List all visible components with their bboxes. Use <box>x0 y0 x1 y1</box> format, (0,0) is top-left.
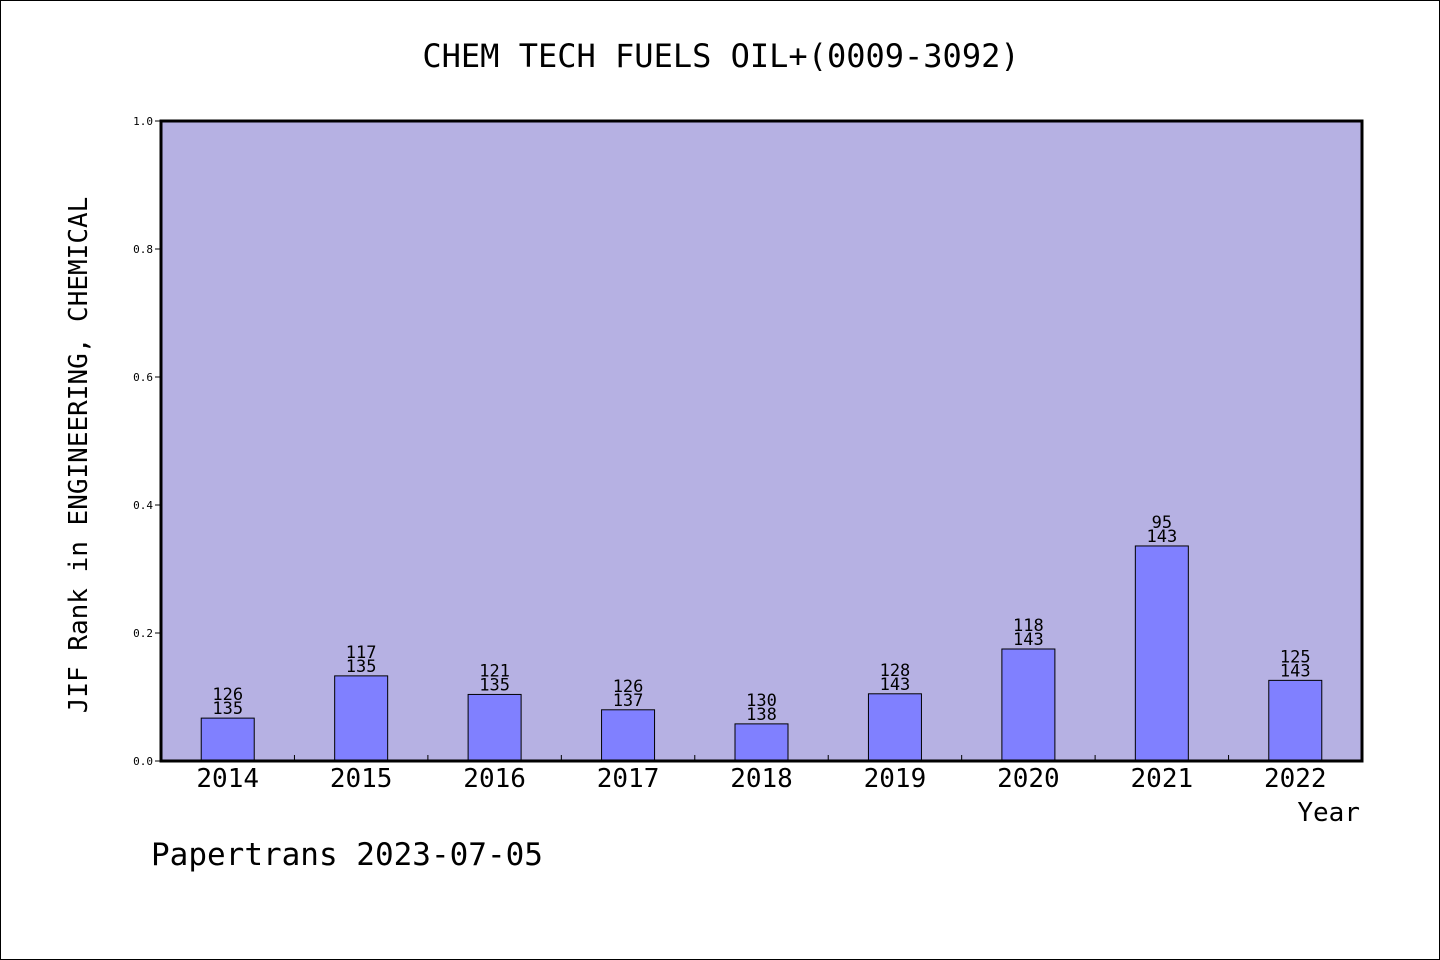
bar-2014 <box>200 717 255 762</box>
x-tick-label: 2014 <box>196 764 259 794</box>
y-axis-label: JIF Rank in ENGINEERING, CHEMICAL <box>64 197 94 714</box>
total-label: 138 <box>746 705 777 725</box>
x-tick-label: 2020 <box>997 764 1060 794</box>
rank-label: 126 <box>613 677 644 697</box>
x-tick-label: 2016 <box>463 764 526 794</box>
bar-2021 <box>1134 545 1189 762</box>
y-tick-label: 0.2 <box>133 627 153 640</box>
total-label: 143 <box>880 675 911 695</box>
bar-2016 <box>467 693 522 762</box>
total-label: 143 <box>1280 661 1311 681</box>
chart-title: CHEM TECH FUELS OIL+(0009-3092) <box>422 37 1019 75</box>
x-tick-label: 2015 <box>330 764 393 794</box>
y-tick-label: 0.8 <box>133 243 153 256</box>
rank-label: 118 <box>1013 616 1044 636</box>
rank-label: 121 <box>479 661 510 681</box>
rank-label: 128 <box>880 661 911 681</box>
rank-label: 125 <box>1280 647 1311 667</box>
total-label: 143 <box>1013 630 1044 650</box>
bar-2018 <box>734 723 789 762</box>
y-tick-label: 1.0 <box>133 115 153 128</box>
bar-2022 <box>1268 679 1323 762</box>
x-tick-label: 2019 <box>864 764 927 794</box>
x-tick-label: 2022 <box>1264 764 1327 794</box>
bar-2019 <box>867 693 922 762</box>
y-tick-label: 0.0 <box>133 755 153 768</box>
total-label: 137 <box>613 691 644 711</box>
x-tick-label: 2021 <box>1131 764 1194 794</box>
total-label: 143 <box>1146 527 1177 547</box>
bar-2020 <box>1001 648 1056 762</box>
y-axis-ticks: 0.0 0.2 0.4 0.6 0.8 1.0 <box>133 115 161 768</box>
x-tick-label: 2017 <box>597 764 660 794</box>
x-axis-ticks: 2014 2015 2016 2017 2018 2019 2020 2021 2022 <box>196 755 1327 794</box>
rank-label: 117 <box>346 643 377 663</box>
y-tick-label: 0.4 <box>133 499 153 512</box>
y-tick-label: 0.6 <box>133 371 153 384</box>
rank-label: 95 <box>1152 513 1172 533</box>
footer-credit: Papertrans 2023-07-05 <box>151 837 543 873</box>
x-axis-label: Year <box>1297 798 1360 828</box>
rank-label: 130 <box>746 691 777 711</box>
bar-2015 <box>334 675 389 762</box>
rank-label: 126 <box>212 685 243 705</box>
plot-frame <box>159 119 1364 763</box>
x-tick-label: 2018 <box>730 764 793 794</box>
total-label: 135 <box>346 657 377 677</box>
total-label: 135 <box>479 675 510 695</box>
bar-series <box>200 545 1323 762</box>
bar-2017 <box>601 709 656 762</box>
total-label: 135 <box>212 699 243 719</box>
